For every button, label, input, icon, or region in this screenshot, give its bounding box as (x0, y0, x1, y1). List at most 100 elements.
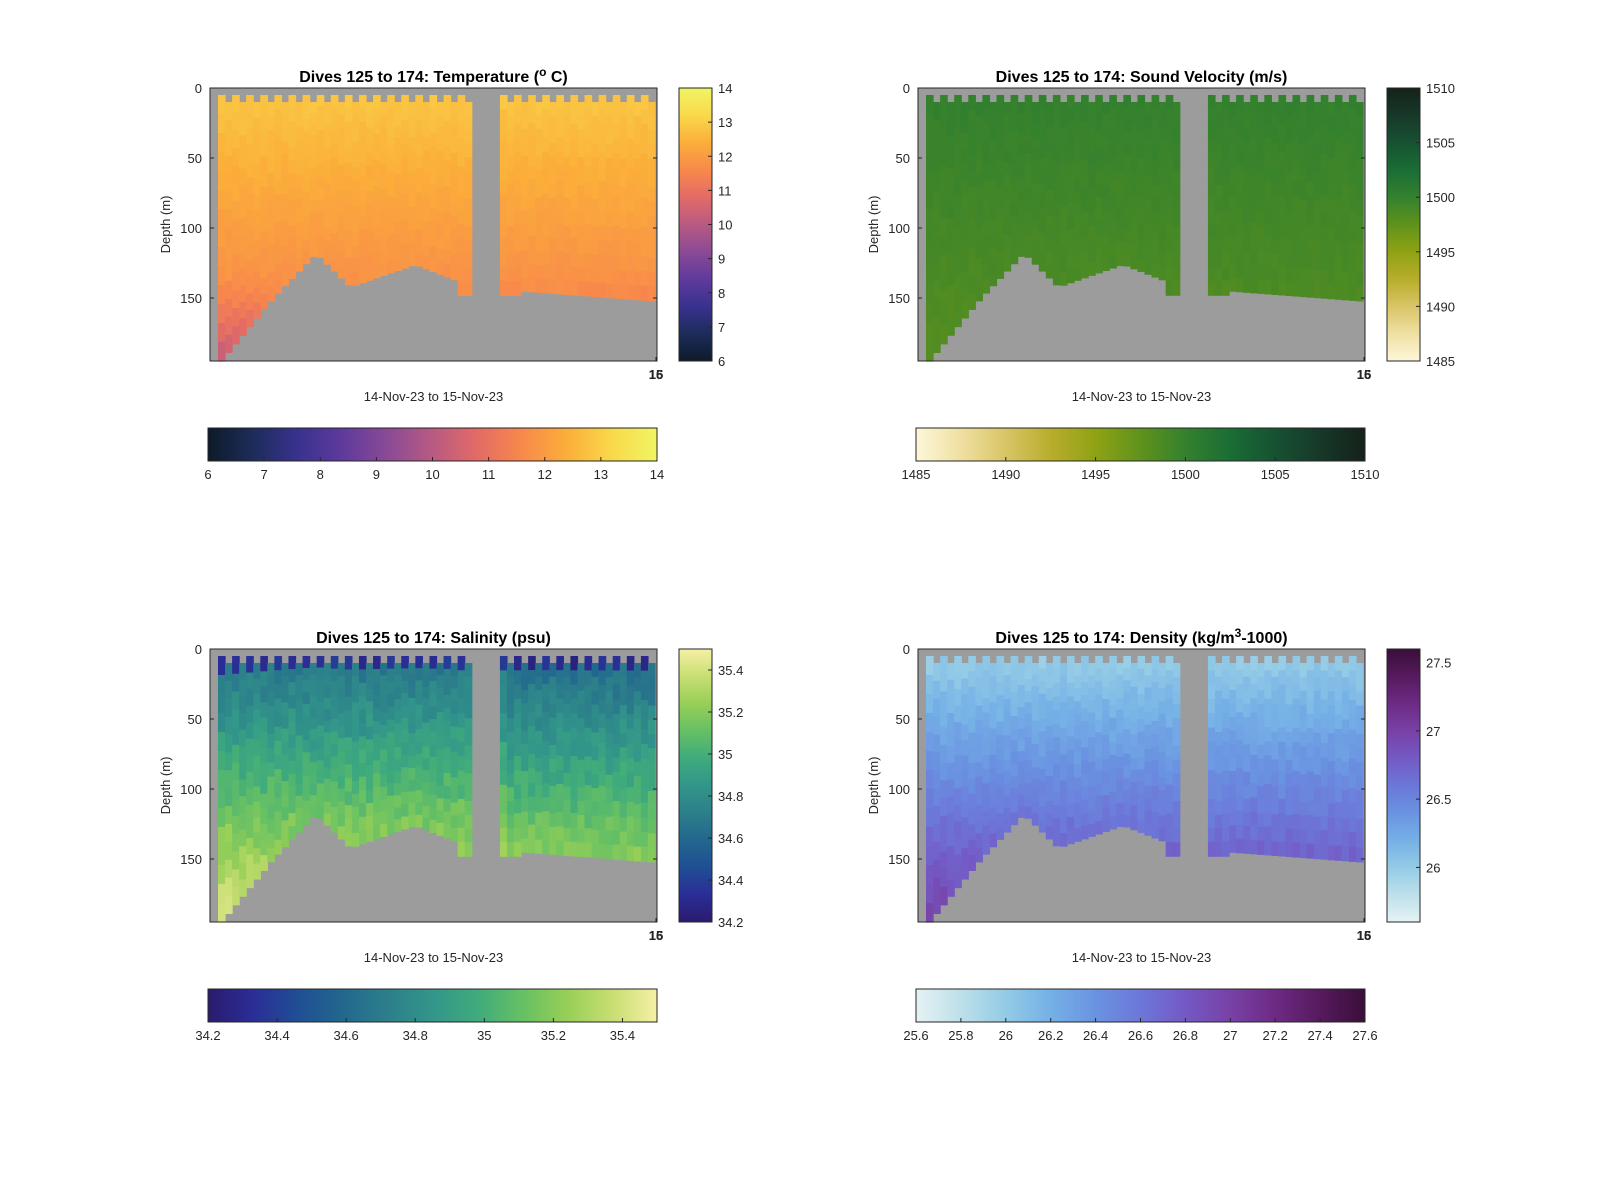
heatmap-cell (947, 812, 955, 831)
heatmap-cell (422, 817, 431, 831)
heatmap-cell (570, 180, 579, 196)
heatmap-cell (1229, 277, 1237, 292)
heatmap-cell (1214, 240, 1223, 255)
heatmap-cell (584, 756, 593, 772)
heatmap-cell (1348, 256, 1357, 272)
heatmap-cell (1081, 147, 1089, 161)
heatmap-cell (1137, 769, 1146, 783)
heatmap-cell (1088, 139, 1096, 153)
heatmap-cell (351, 754, 360, 769)
heatmap-cell (933, 227, 941, 246)
heatmap-cell (968, 809, 976, 826)
heatmap-cell (506, 226, 515, 241)
heatmap-cell (1137, 132, 1146, 146)
heatmap-cell (281, 206, 290, 221)
heatmap-cell (225, 298, 233, 318)
heatmap-cell (1017, 179, 1026, 191)
heatmap-cell (1144, 200, 1153, 214)
heatmap-cell (528, 670, 536, 685)
heatmap-cell (1123, 802, 1131, 816)
heatmap-cell (253, 832, 261, 849)
heatmap-cell (1074, 254, 1082, 269)
heatmap-cell (1229, 730, 1237, 745)
heatmap-cell (302, 704, 311, 717)
heatmap-cell (506, 143, 515, 158)
heatmap-cell (605, 746, 614, 762)
heatmap-cell (232, 744, 240, 764)
heatmap-cell (584, 799, 593, 815)
heatmap-cell (633, 285, 642, 301)
heatmap-cell (246, 194, 254, 212)
heatmap-cell (337, 265, 346, 279)
heatmap-cell (577, 115, 586, 131)
heatmap-cell (323, 159, 332, 173)
heatmap-cell (591, 268, 600, 284)
heatmap-cell (535, 142, 543, 157)
heatmap-cell (1074, 165, 1082, 179)
heatmap-cell (281, 180, 290, 195)
heatmap-cell (401, 218, 409, 232)
heatmap-cell (1123, 778, 1131, 791)
heatmap-cell (940, 673, 948, 693)
heatmap-cell (1045, 801, 1054, 815)
heatmap-cell (528, 207, 536, 223)
heatmap-cell (633, 747, 642, 763)
heatmap-cell (1010, 131, 1019, 144)
heatmap-cell (401, 255, 409, 269)
heatmap-cell (373, 825, 381, 840)
heatmap-cell (267, 144, 275, 160)
heatmap-cell (1031, 252, 1040, 265)
heatmap-cell (633, 677, 642, 692)
heatmap-cell (626, 124, 635, 140)
heatmap-cell (1017, 146, 1026, 158)
heatmap-cell (933, 734, 941, 754)
heatmap-cell (940, 166, 948, 185)
heatmap-cell (1031, 767, 1040, 780)
heatmap-cell (1264, 727, 1272, 742)
heatmap-cell (1095, 821, 1103, 835)
heatmap-cell (1250, 278, 1258, 294)
heatmap-cell (1066, 816, 1075, 831)
heatmap-cell (281, 767, 290, 782)
heatmap-cell (528, 684, 536, 699)
heatmap-cell (514, 656, 522, 671)
heatmap-cell (1214, 157, 1223, 172)
heatmap-cell (1024, 760, 1033, 773)
heatmap-cell (549, 676, 557, 691)
heatmap-cell (1158, 688, 1167, 702)
heatmap-cell (429, 706, 438, 720)
heatmap-cell (415, 656, 423, 669)
heatmap-cell (1109, 656, 1117, 669)
heatmap-cell (556, 95, 564, 110)
heatmap-cell (316, 222, 325, 235)
heatmap-cell (1102, 162, 1110, 175)
heatmap-cell (373, 225, 381, 240)
heatmap-cell (499, 95, 508, 110)
heatmap-cell (1017, 124, 1026, 136)
heatmap-cell (330, 656, 339, 670)
heatmap-cell (514, 741, 522, 757)
heatmap-cell (1017, 718, 1026, 730)
heatmap-cell (1074, 815, 1082, 830)
heatmap-cell (926, 808, 934, 828)
heatmap-cell (401, 791, 409, 805)
heatmap-cell (1341, 214, 1350, 230)
heatmap-cell (926, 903, 934, 923)
heatmap-cell (1214, 281, 1223, 296)
right-colorbar-tick-label: 6 (718, 354, 725, 369)
heatmap-cell (947, 696, 955, 714)
heatmap-cell (457, 813, 466, 829)
heatmap-cell (1172, 759, 1181, 774)
heatmap-cell (323, 206, 332, 219)
heatmap-cell (975, 272, 983, 288)
heatmap-cell (316, 234, 325, 247)
heatmap-cell (975, 172, 983, 188)
heatmap-cell (1250, 825, 1258, 841)
heatmap-cell (1320, 225, 1329, 241)
heatmap-cell (940, 780, 948, 799)
heatmap-cell (605, 171, 614, 187)
heatmap-cell (1081, 212, 1089, 227)
heatmap-cell (1214, 801, 1223, 816)
heatmap-cell (577, 801, 586, 816)
heatmap-cell (358, 229, 367, 244)
